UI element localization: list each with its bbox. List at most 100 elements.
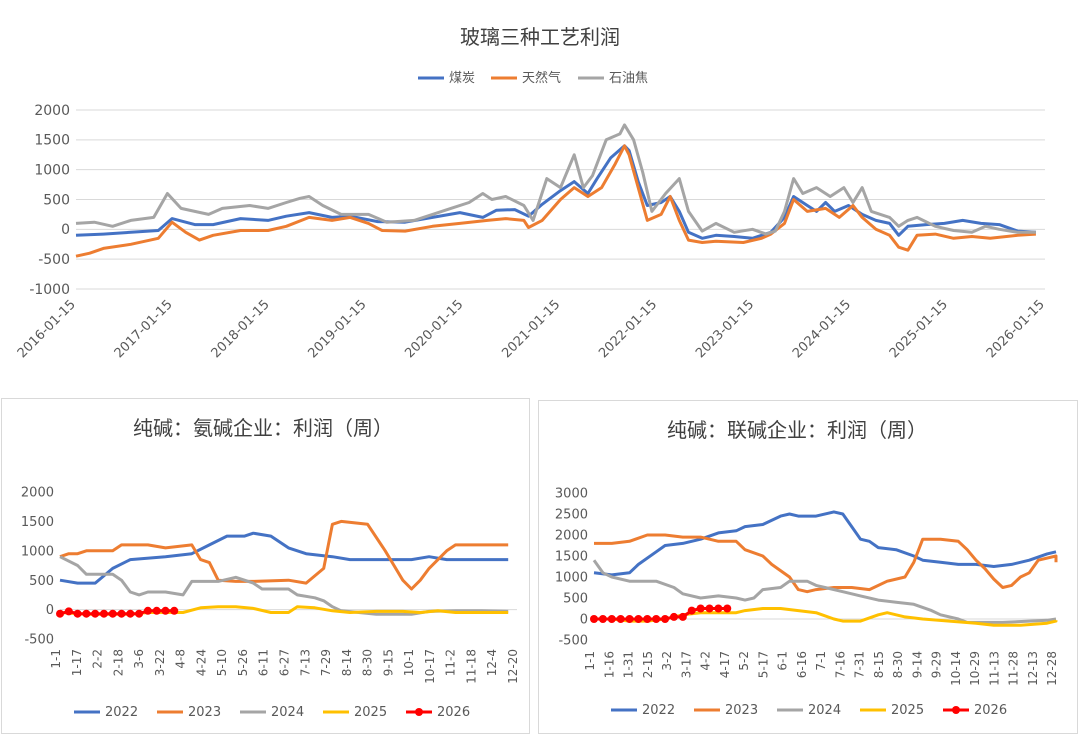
x-tick-label: 3-6 bbox=[132, 649, 146, 669]
x-tick-label: 6-16 bbox=[795, 651, 809, 678]
x-tick-label: 3-22 bbox=[153, 649, 167, 676]
series-line-煤炭 bbox=[75, 144, 1036, 240]
series-point-2026 bbox=[723, 604, 732, 613]
y-tick-label: -500 bbox=[38, 252, 70, 268]
x-tick-label: 8-30 bbox=[891, 651, 905, 678]
series-point-2026 bbox=[64, 607, 73, 616]
chart-title: 纯碱：联碱企业：利润（周） bbox=[667, 418, 927, 442]
x-tick-label: 12-4 bbox=[485, 649, 499, 676]
legend-label-2024: 2024 bbox=[271, 705, 304, 720]
legend-label-2022: 2022 bbox=[105, 705, 138, 720]
legend-label-煤炭: 煤炭 bbox=[449, 71, 475, 86]
series-point-2026 bbox=[56, 609, 64, 618]
y-tick-label: -1000 bbox=[29, 282, 70, 298]
chart-title: 玻璃三种工艺利润 bbox=[460, 25, 620, 49]
x-tick-label: 5-26 bbox=[236, 649, 250, 676]
series-point-2026 bbox=[73, 609, 82, 618]
x-tick-label: 2021-01-15 bbox=[499, 297, 563, 361]
y-tick-label: -500 bbox=[24, 633, 54, 648]
x-tick-label: 10-1 bbox=[402, 649, 416, 676]
series-point-2026 bbox=[634, 615, 643, 623]
series-point-2026 bbox=[170, 606, 179, 615]
legend-label-天然气: 天然气 bbox=[522, 70, 561, 86]
x-tick-label: 9-29 bbox=[930, 651, 944, 678]
x-tick-label: 1-31 bbox=[622, 651, 636, 678]
series-point-2026 bbox=[652, 615, 661, 623]
x-tick-label: 2020-01-15 bbox=[402, 297, 466, 361]
series-point-2026 bbox=[108, 609, 117, 618]
legend-label-2025: 2025 bbox=[354, 705, 387, 720]
y-tick-label: 0 bbox=[580, 613, 588, 628]
x-tick-label: 5-10 bbox=[215, 649, 229, 676]
y-tick-label: 500 bbox=[563, 592, 588, 607]
x-tick-label: 11-28 bbox=[1007, 651, 1021, 686]
series-line-2023 bbox=[594, 533, 1058, 594]
series-point-2026 bbox=[152, 606, 161, 615]
legend-label-2025: 2025 bbox=[891, 703, 924, 718]
legend-label-2023: 2023 bbox=[725, 703, 758, 718]
series-point-2026 bbox=[91, 609, 100, 618]
x-tick-label: 2023-01-15 bbox=[693, 297, 757, 361]
series-point-2026 bbox=[590, 615, 598, 623]
x-tick-label: 5-2 bbox=[737, 651, 751, 671]
x-tick-label: 10-14 bbox=[949, 651, 963, 686]
x-tick-label: 6-1 bbox=[776, 651, 790, 671]
series-point-2026 bbox=[714, 604, 723, 613]
series-point-2026 bbox=[598, 615, 607, 623]
y-tick-label: 0 bbox=[46, 603, 54, 618]
legend-label-2026: 2026 bbox=[974, 703, 1007, 718]
x-tick-label: 2-2 bbox=[91, 649, 105, 669]
series-point-2026 bbox=[643, 615, 652, 623]
x-tick-label: 1-1 bbox=[583, 651, 597, 671]
x-tick-label: 9-14 bbox=[910, 651, 924, 678]
x-tick-label: 4-8 bbox=[174, 649, 188, 669]
x-tick-label: 12-28 bbox=[1045, 651, 1059, 686]
series-point-2026 bbox=[625, 615, 634, 623]
series-point-2026 bbox=[607, 615, 616, 623]
x-tick-label: 2-18 bbox=[111, 649, 125, 676]
y-tick-label: 2000 bbox=[21, 486, 54, 501]
x-tick-label: 10-17 bbox=[423, 649, 437, 684]
series-point-2026 bbox=[696, 604, 705, 613]
series-line-2022 bbox=[593, 510, 1057, 577]
series-point-2026 bbox=[82, 609, 91, 618]
joint-soda-profit-chart: 纯碱：联碱企业：利润（周） 3000 2500 2000 1500 1000 500 0 -50… bbox=[538, 400, 1078, 734]
x-tick-label: 2016-01-15 bbox=[15, 297, 79, 361]
x-tick-label: 1-1 bbox=[49, 649, 63, 669]
x-tick-label: 10-29 bbox=[968, 651, 982, 686]
joint-soda-profit-chart-svg: 纯碱：联碱企业：利润（周） 3000 2500 2000 1500 1000 500 0 -50… bbox=[555, 418, 1059, 718]
y-tick-label: 1500 bbox=[34, 133, 70, 149]
y-tick-label: -500 bbox=[558, 634, 588, 649]
x-tick-label: 8-15 bbox=[872, 651, 886, 678]
x-tick-label: 2022-01-15 bbox=[596, 297, 660, 361]
series-point-2026 bbox=[705, 604, 714, 613]
series-point-2026 bbox=[143, 606, 152, 615]
x-tick-label: 2-15 bbox=[641, 651, 655, 678]
x-tick-label: 8-30 bbox=[361, 649, 375, 676]
series-line-2022 bbox=[59, 531, 509, 585]
x-tick-label: 5-17 bbox=[756, 651, 770, 678]
y-tick-label: 2000 bbox=[555, 529, 588, 544]
legend-label-2023: 2023 bbox=[188, 705, 221, 720]
series-point-2026 bbox=[99, 609, 108, 618]
legend-label-2024: 2024 bbox=[808, 703, 841, 718]
x-tick-label: 6-11 bbox=[257, 649, 271, 676]
legend-label-石油焦: 石油焦 bbox=[609, 71, 648, 86]
x-tick-label: 2026-01-15 bbox=[984, 297, 1048, 361]
series-line-2023 bbox=[59, 519, 509, 591]
y-tick-label: 500 bbox=[29, 574, 54, 589]
series-line-2024 bbox=[59, 555, 509, 616]
x-tick-label: 2018-01-15 bbox=[209, 297, 273, 361]
x-tick-label: 1-17 bbox=[70, 649, 84, 676]
x-tick-label: 4-2 bbox=[699, 651, 713, 671]
legend-marker-2026 bbox=[952, 706, 960, 714]
x-tick-label: 12-20 bbox=[506, 649, 520, 684]
x-tick-label: 4-17 bbox=[718, 651, 732, 678]
glass-profit-chart-svg: 玻璃三种工艺利润 2000 1500 1000 500 0 -500 -10002016-01… bbox=[15, 25, 1048, 361]
series-line-天然气 bbox=[75, 144, 1036, 258]
series-point-2026 bbox=[661, 615, 670, 623]
x-tick-label: 3-2 bbox=[660, 651, 674, 671]
x-tick-label: 11-13 bbox=[987, 651, 1001, 686]
legend-marker-2026 bbox=[415, 708, 423, 716]
